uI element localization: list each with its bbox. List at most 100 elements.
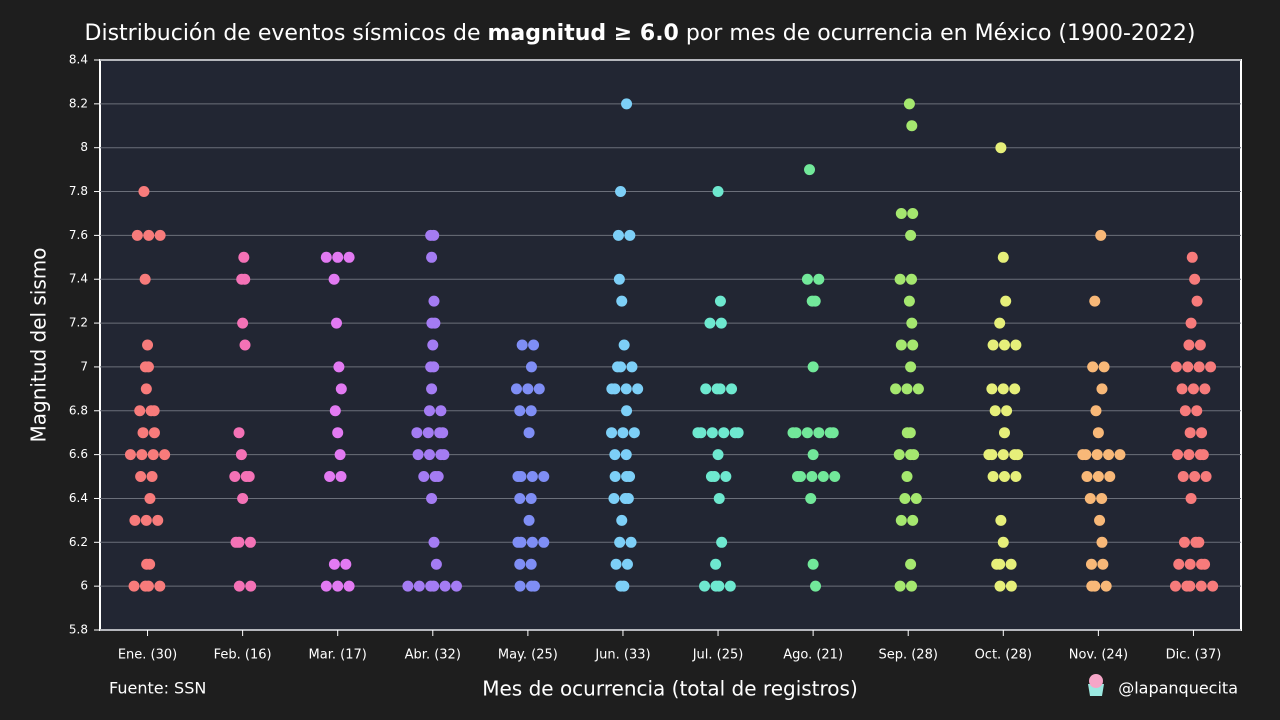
point: [715, 317, 727, 329]
point: [237, 317, 249, 329]
point: [713, 492, 725, 504]
point: [139, 273, 151, 285]
point: [901, 471, 913, 483]
title-part: Distribución de eventos sísmicos de: [85, 21, 488, 46]
point: [1012, 449, 1024, 461]
title-bold: magnitud ≥ 6.0: [487, 21, 678, 46]
point: [987, 339, 999, 351]
point: [626, 361, 638, 373]
point: [1096, 383, 1108, 395]
point: [616, 514, 628, 526]
point: [333, 361, 345, 373]
point: [514, 580, 526, 592]
point: [159, 449, 171, 461]
point: [1085, 558, 1097, 570]
point: [1193, 361, 1205, 373]
y-tick-label: 6: [80, 579, 88, 593]
point: [901, 383, 913, 395]
point: [905, 229, 917, 241]
point: [620, 383, 632, 395]
point: [621, 558, 633, 570]
point: [1186, 251, 1198, 263]
y-tick-label: 8.2: [69, 96, 88, 110]
point: [1182, 361, 1194, 373]
point: [1097, 558, 1109, 570]
point: [320, 251, 332, 263]
point: [343, 580, 355, 592]
point: [432, 471, 444, 483]
point: [1199, 558, 1211, 570]
y-tick-label: 7: [80, 359, 88, 373]
point: [522, 383, 534, 395]
point: [894, 273, 906, 285]
point: [617, 427, 629, 439]
x-tick-label: Feb. (16): [214, 648, 272, 663]
point: [335, 471, 347, 483]
point: [144, 558, 156, 570]
point: [238, 251, 250, 263]
point: [1098, 361, 1110, 373]
point: [625, 536, 637, 548]
point: [1195, 580, 1207, 592]
point: [140, 514, 152, 526]
point: [438, 449, 450, 461]
y-tick-label: 6.6: [69, 447, 88, 461]
point: [810, 580, 822, 592]
point: [411, 427, 423, 439]
point: [124, 449, 136, 461]
point: [1087, 361, 1099, 373]
point: [910, 492, 922, 504]
point: [343, 251, 355, 263]
point: [620, 449, 632, 461]
point: [538, 536, 550, 548]
point: [813, 273, 825, 285]
point: [1205, 361, 1217, 373]
point: [998, 427, 1010, 439]
point: [435, 405, 447, 417]
point: [1173, 558, 1185, 570]
point: [907, 339, 919, 351]
y-tick-label: 7.6: [69, 228, 88, 242]
x-tick-label: Ene. (30): [118, 648, 177, 663]
point: [525, 558, 537, 570]
point: [1189, 471, 1201, 483]
point: [903, 295, 915, 307]
point: [712, 186, 724, 198]
point: [229, 471, 241, 483]
point: [1172, 449, 1184, 461]
point: [134, 405, 146, 417]
point: [328, 558, 340, 570]
point: [144, 492, 156, 504]
point: [1191, 405, 1203, 417]
point: [1090, 405, 1102, 417]
point: [1104, 471, 1116, 483]
point: [805, 492, 817, 504]
point: [1191, 295, 1203, 307]
point: [806, 471, 818, 483]
point: [147, 449, 159, 461]
point: [624, 471, 636, 483]
point: [1207, 580, 1219, 592]
y-tick-label: 7.4: [69, 272, 88, 286]
point: [136, 449, 148, 461]
x-tick-label: Jun. (33): [594, 648, 650, 663]
point: [1177, 471, 1189, 483]
point: [428, 536, 440, 548]
point: [1100, 580, 1112, 592]
plot-area: [99, 59, 1242, 631]
point: [528, 580, 540, 592]
point: [1184, 580, 1196, 592]
point: [608, 492, 620, 504]
point: [904, 427, 916, 439]
point: [138, 186, 150, 198]
point: [989, 405, 1001, 417]
point: [720, 471, 732, 483]
point: [795, 471, 807, 483]
point: [907, 207, 919, 219]
point: [332, 251, 344, 263]
point: [142, 339, 154, 351]
point: [142, 361, 154, 373]
point: [998, 471, 1010, 483]
point: [615, 361, 627, 373]
point: [1080, 449, 1092, 461]
